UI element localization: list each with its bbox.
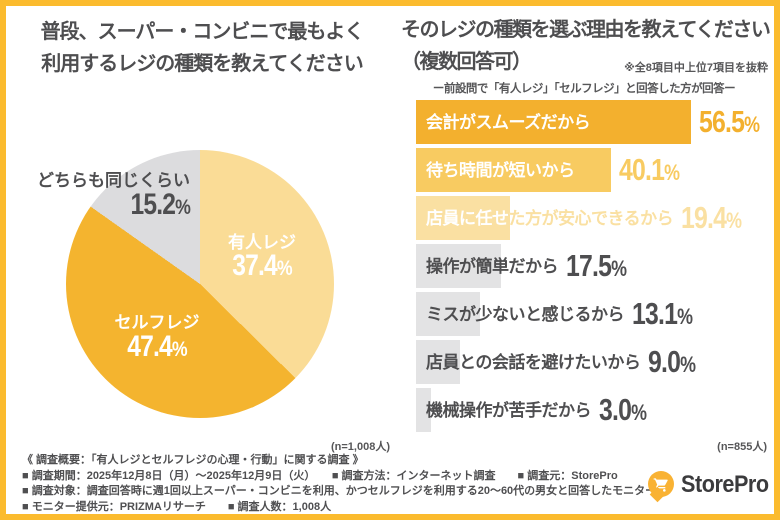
percent-sign: % <box>680 352 696 377</box>
bar-value: 17.5% <box>566 248 627 283</box>
survey-monitor-count: ■ モニター提供元：PRIZMAリサーチ ■ 調査人数：1,008人 <box>22 500 332 513</box>
bar-row-easy-operation: 操作が簡単だから 操作が簡単だから 17.5% <box>416 244 771 288</box>
percent-sign: % <box>276 255 293 280</box>
percent-sign: % <box>677 304 693 329</box>
bar-label-overlay: 店員に任せた方が安心できるから <box>426 209 510 228</box>
pie-chart-title-line1: 普段、スーパー・コンビニで最もよく <box>40 21 365 43</box>
bar-row-short-wait: 待ち時間が短いから 待ち時間が短いから 40.1% <box>416 148 771 192</box>
bar-value: 40.1% <box>619 152 680 187</box>
bar-sample-size: (n=855人) <box>717 441 767 453</box>
percent-sign: % <box>631 400 647 425</box>
bar-fill <box>416 100 691 144</box>
bar-label: ミスが少ないと感じるから <box>426 305 625 324</box>
bar-value: 9.0% <box>648 344 696 379</box>
pie-value-staffed-register: 37.4% <box>232 249 293 282</box>
bar-label: 店員との会話を避けたいから <box>426 353 641 372</box>
bar-label-overlay: 待ち時間が短いから <box>426 161 575 180</box>
pie-sample-size: (n=1,008人) <box>331 441 390 453</box>
cart-pin-icon <box>648 471 674 497</box>
bar-chart-title: そのレジの種類を選ぶ理由を教えてください （複数回答可） <box>401 14 771 78</box>
percent-sign: % <box>726 208 742 233</box>
bar-row-bad-with-machines: 機械操作が苦手だから 機械操作が苦手だから 3.0% <box>416 388 771 432</box>
bar-label: 店員に任せた方が安心できるから <box>426 209 674 228</box>
bar-fill <box>416 244 501 288</box>
bar-value: 19.4% <box>681 200 742 235</box>
bar-label: 待ち時間が短いから <box>426 161 575 180</box>
bar-fill <box>416 340 460 384</box>
survey-period-method-source: ■ 調査期間：2025年12月8日（月）〜2025年12月9日（火） ■ 調査方… <box>22 469 618 482</box>
survey-target: ■ 調査対象：調査回答時に週1回以上スーパー・コンビニを利用、かつセルフレジを利… <box>22 485 657 497</box>
bar-fill <box>416 292 480 336</box>
bar-row-fewer-mistakes: ミスが少ないと感じるから ミスが少ないと感じるから 13.1% <box>416 292 771 336</box>
pie-label-staffed-register: 有人レジ <box>228 233 296 252</box>
pie-chart <box>66 150 334 418</box>
bar-label: 操作が簡単だから <box>426 257 559 276</box>
pie-value-both-equal: 15.2% <box>130 188 191 221</box>
bar-chart: 会計がスムーズだから 会計がスムーズだから 56.5% 待ち時間が短いから 待ち… <box>416 100 771 436</box>
bar-chart-title-line1: そのレジの種類を選ぶ理由を教えてください <box>401 19 771 41</box>
percent-sign: % <box>664 160 680 185</box>
bar-label: 機械操作が苦手だから <box>426 401 592 420</box>
brand-logo-text: StorePro <box>681 471 769 498</box>
bar-value: 13.1% <box>632 296 693 331</box>
bar-value: 3.0% <box>599 392 647 427</box>
pie-label-both-equal: どちらも同じくらい <box>37 171 190 190</box>
bar-chart-title-line2: （複数回答可） <box>401 51 532 73</box>
brand-logo: StorePro <box>648 470 773 506</box>
bar-fill <box>416 196 510 240</box>
bar-row-trust-staff: 店員に任せた方が安心できるから 店員に任せた方が安心できるから 19.4% <box>416 196 771 240</box>
bar-value: 56.5% <box>699 104 760 139</box>
pie-label-self-checkout: セルフレジ <box>114 313 200 332</box>
bar-row-smooth-checkout: 会計がスムーズだから 会計がスムーズだから 56.5% <box>416 100 771 144</box>
percent-sign: % <box>175 194 191 219</box>
pie-chart-title-line2: 利用するレジの種類を教えてください <box>41 53 363 75</box>
bar-label: 会計がスムーズだから <box>426 113 591 132</box>
bar-fill <box>416 388 431 432</box>
percent-sign: % <box>611 256 627 281</box>
pie-chart-title: 普段、スーパー・コンビニで最もよく 利用するレジの種類を教えてください <box>12 16 392 80</box>
bar-chart-subtitle: ー前設問で「有人レジ」「セルフレジ」と回答した方が回答ー <box>432 83 736 95</box>
survey-overview: 《 調査概要：「有人レジとセルフレジの心理・行動」に関する調査 》 ■ 調査期間… <box>22 453 657 515</box>
survey-overview-title: 《 調査概要：「有人レジとセルフレジの心理・行動」に関する調査 》 <box>22 454 364 466</box>
pie-value-self-checkout: 47.4% <box>127 330 188 363</box>
percent-sign: % <box>171 336 188 361</box>
bar-label-overlay: 会計がスムーズだから <box>426 113 591 132</box>
bar-row-avoid-conversation: 店員との会話を避けたいから 店員との会話を避けたいから 9.0% <box>416 340 771 384</box>
bar-fill <box>416 148 611 192</box>
percent-sign: % <box>744 112 760 137</box>
bar-chart-note: ※全8項目中上位7項目を抜粋 <box>624 62 768 74</box>
